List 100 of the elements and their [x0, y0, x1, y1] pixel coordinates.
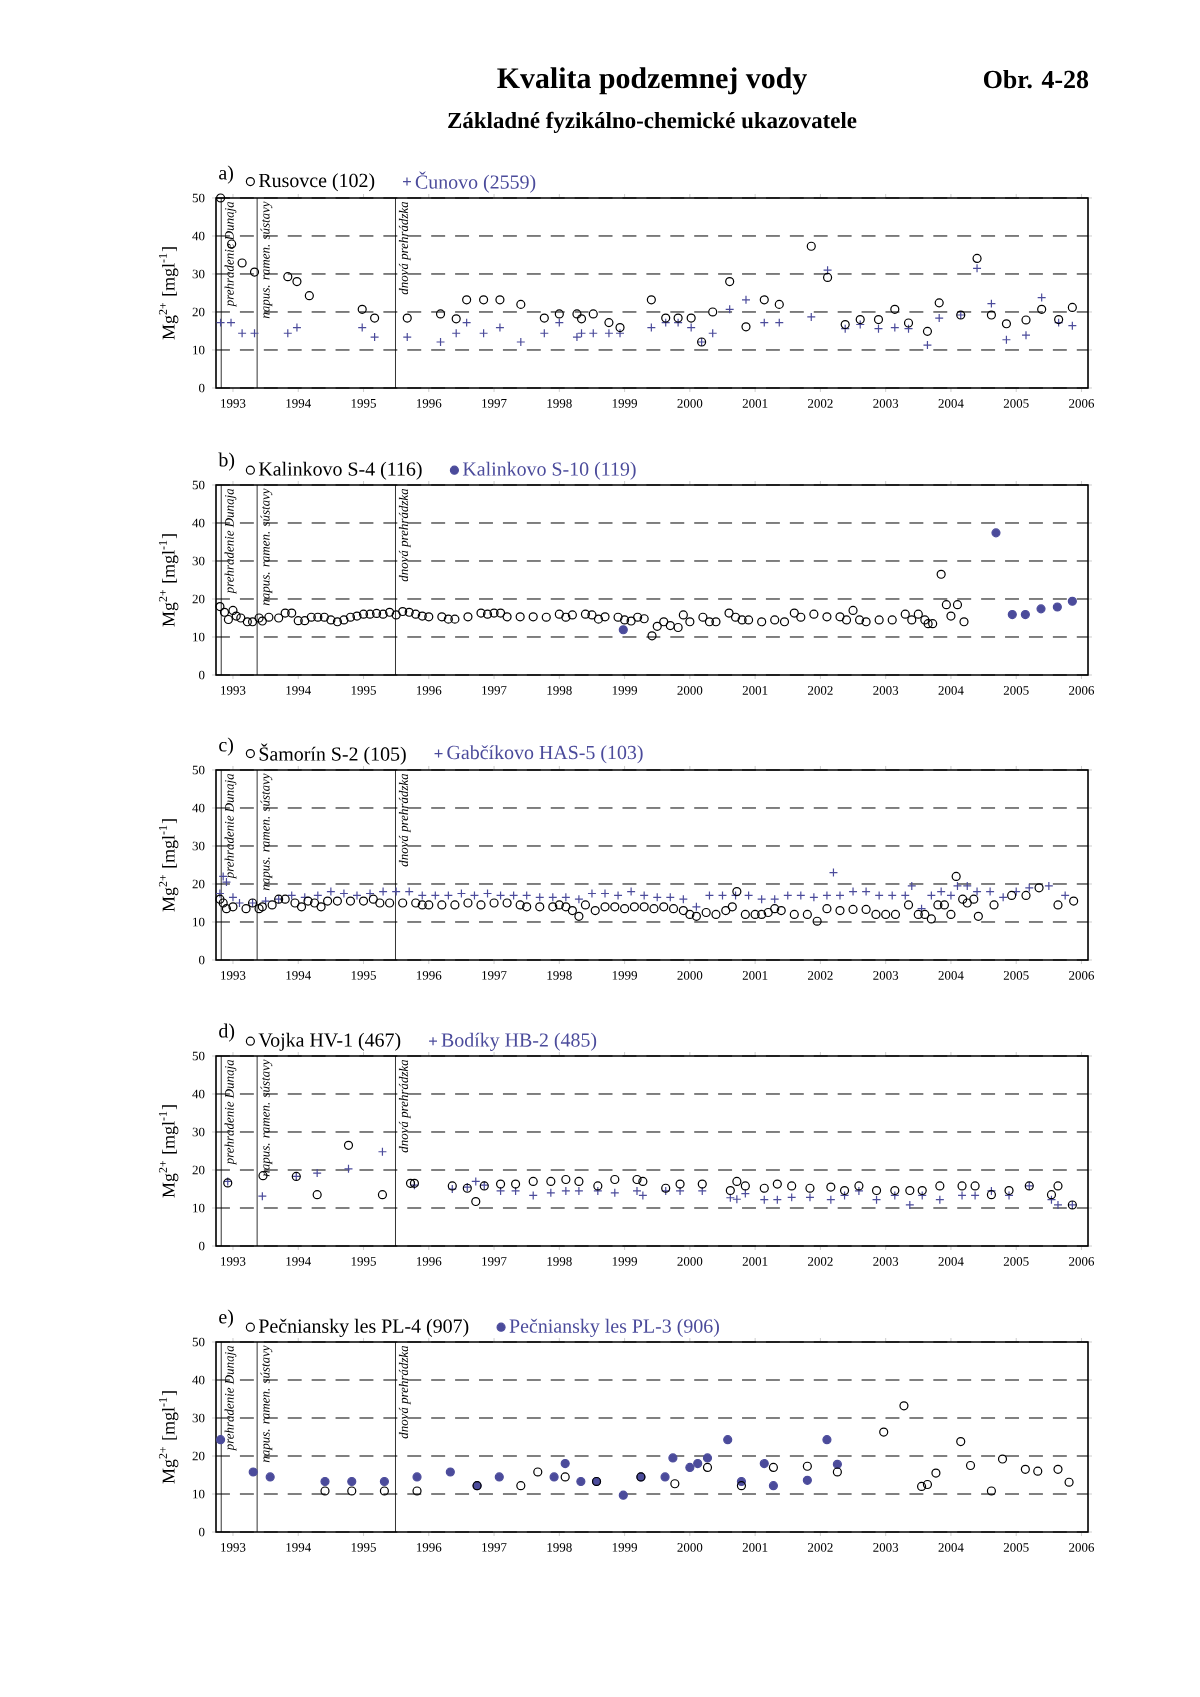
- point: [572, 332, 582, 342]
- point: [412, 1472, 422, 1482]
- x-tick-label: 1998: [547, 399, 572, 408]
- point: [402, 313, 412, 323]
- x-tick-label: 2004: [938, 399, 964, 408]
- x-tick-label: 1996: [416, 686, 442, 695]
- point: [903, 318, 914, 328]
- point: [304, 291, 314, 301]
- x-tick-label: 2001: [742, 971, 768, 980]
- y-tick-label: 40: [192, 803, 205, 813]
- point: [768, 1481, 778, 1491]
- y-tick-label: 30: [192, 841, 205, 851]
- point: [991, 528, 1001, 538]
- point: [972, 253, 982, 263]
- x-tick-label: 2004: [938, 971, 964, 980]
- point: [479, 295, 489, 305]
- point: [593, 1186, 603, 1196]
- y-tick-label: 30: [192, 269, 205, 279]
- point: [283, 272, 293, 282]
- y-tick-label: 20: [192, 879, 205, 889]
- y-axis-title: Mg$^{2+}$ [mgl$^{-1}$]: [158, 534, 179, 627]
- point: [445, 1467, 455, 1477]
- point: [957, 1181, 967, 1191]
- x-tick-label: 1994: [286, 686, 311, 695]
- x-tick-label: 2002: [808, 971, 833, 980]
- y-tick-label: 40: [192, 518, 205, 528]
- point: [922, 1479, 933, 1490]
- legend-label: Vojka HV-1 (467): [258, 1032, 401, 1051]
- point: [787, 1181, 797, 1191]
- point: [495, 295, 505, 305]
- point: [805, 1183, 815, 1193]
- legend-label: Bodíky HB-2 (485): [441, 1032, 597, 1051]
- point: [576, 314, 587, 324]
- x-tick-label: 2000: [677, 1257, 703, 1266]
- legend-label: Pečniansky les PL-3 (906): [509, 1318, 719, 1337]
- x-tick-label: 2005: [1003, 1543, 1029, 1552]
- point: [802, 1461, 812, 1471]
- point: [934, 298, 944, 308]
- chart-title: b): [218, 452, 235, 471]
- text: Obr. 4-28: [983, 70, 1089, 89]
- point: [854, 1186, 864, 1196]
- point: [970, 1181, 980, 1191]
- point: [660, 1472, 670, 1482]
- y-tick-label: 50: [192, 193, 205, 203]
- point: [561, 1174, 571, 1185]
- point: [931, 1468, 941, 1478]
- point: [495, 1179, 506, 1189]
- x-tick-label: 2000: [677, 1543, 703, 1552]
- x-tick-label: 2005: [1003, 399, 1029, 408]
- x-tick-label: 2004: [938, 1543, 964, 1552]
- point: [604, 328, 614, 338]
- ref-line-label: dnová prehrádzka: [398, 201, 411, 295]
- y-tick-label: 10: [193, 917, 205, 927]
- point: [533, 1467, 543, 1477]
- y-tick-label: 30: [192, 1413, 205, 1423]
- point: [802, 1475, 812, 1485]
- legend-label: Kalinkovo S-10 (119): [462, 461, 636, 480]
- y-tick-label: 40: [192, 1089, 205, 1099]
- point: [899, 1401, 909, 1411]
- y-tick-label: 10: [193, 1489, 205, 1499]
- point: [935, 1181, 945, 1191]
- point: [1067, 596, 1077, 606]
- point: [593, 1181, 603, 1191]
- ref-line-label: napus. ramen. sústavy: [260, 1059, 273, 1177]
- point: [412, 1486, 422, 1496]
- point: [615, 322, 625, 333]
- point: [618, 1490, 628, 1500]
- point: [1053, 1181, 1063, 1191]
- point: [1064, 1477, 1074, 1487]
- y-tick-label: 20: [192, 307, 205, 317]
- point: [832, 1467, 842, 1477]
- point: [675, 1186, 685, 1196]
- point: [357, 304, 367, 314]
- point: [370, 332, 380, 342]
- point: [539, 313, 549, 323]
- x-tick-label: 1995: [351, 1257, 376, 1266]
- point: [1052, 602, 1062, 612]
- point: [986, 310, 996, 320]
- point: [1037, 304, 1047, 314]
- x-tick-label: 1995: [351, 1543, 376, 1552]
- x-tick-label: 1993: [221, 686, 246, 695]
- point: [546, 1176, 556, 1186]
- legend-label: Pečniansky les PL-4 (907): [258, 1318, 469, 1337]
- point: [1021, 315, 1031, 325]
- ref-line-label: prehradenie Dunaja: [224, 1345, 237, 1452]
- point: [511, 1179, 521, 1189]
- ref-line-label: dnová prehrádzka: [398, 1345, 411, 1439]
- point: [402, 332, 412, 342]
- point: [604, 318, 614, 328]
- ref-line-label: napus. ramen. sústavy: [260, 773, 273, 891]
- point: [215, 193, 226, 203]
- y-tick-label: 50: [192, 1051, 205, 1061]
- point: [840, 319, 850, 330]
- point: [576, 1476, 586, 1487]
- point: [646, 295, 656, 305]
- y-tick-label: 50: [192, 1337, 205, 1347]
- x-tick-label: 1994: [286, 1257, 311, 1266]
- point: [922, 326, 933, 336]
- point: [343, 1164, 354, 1174]
- y-tick-label: 20: [192, 1165, 205, 1175]
